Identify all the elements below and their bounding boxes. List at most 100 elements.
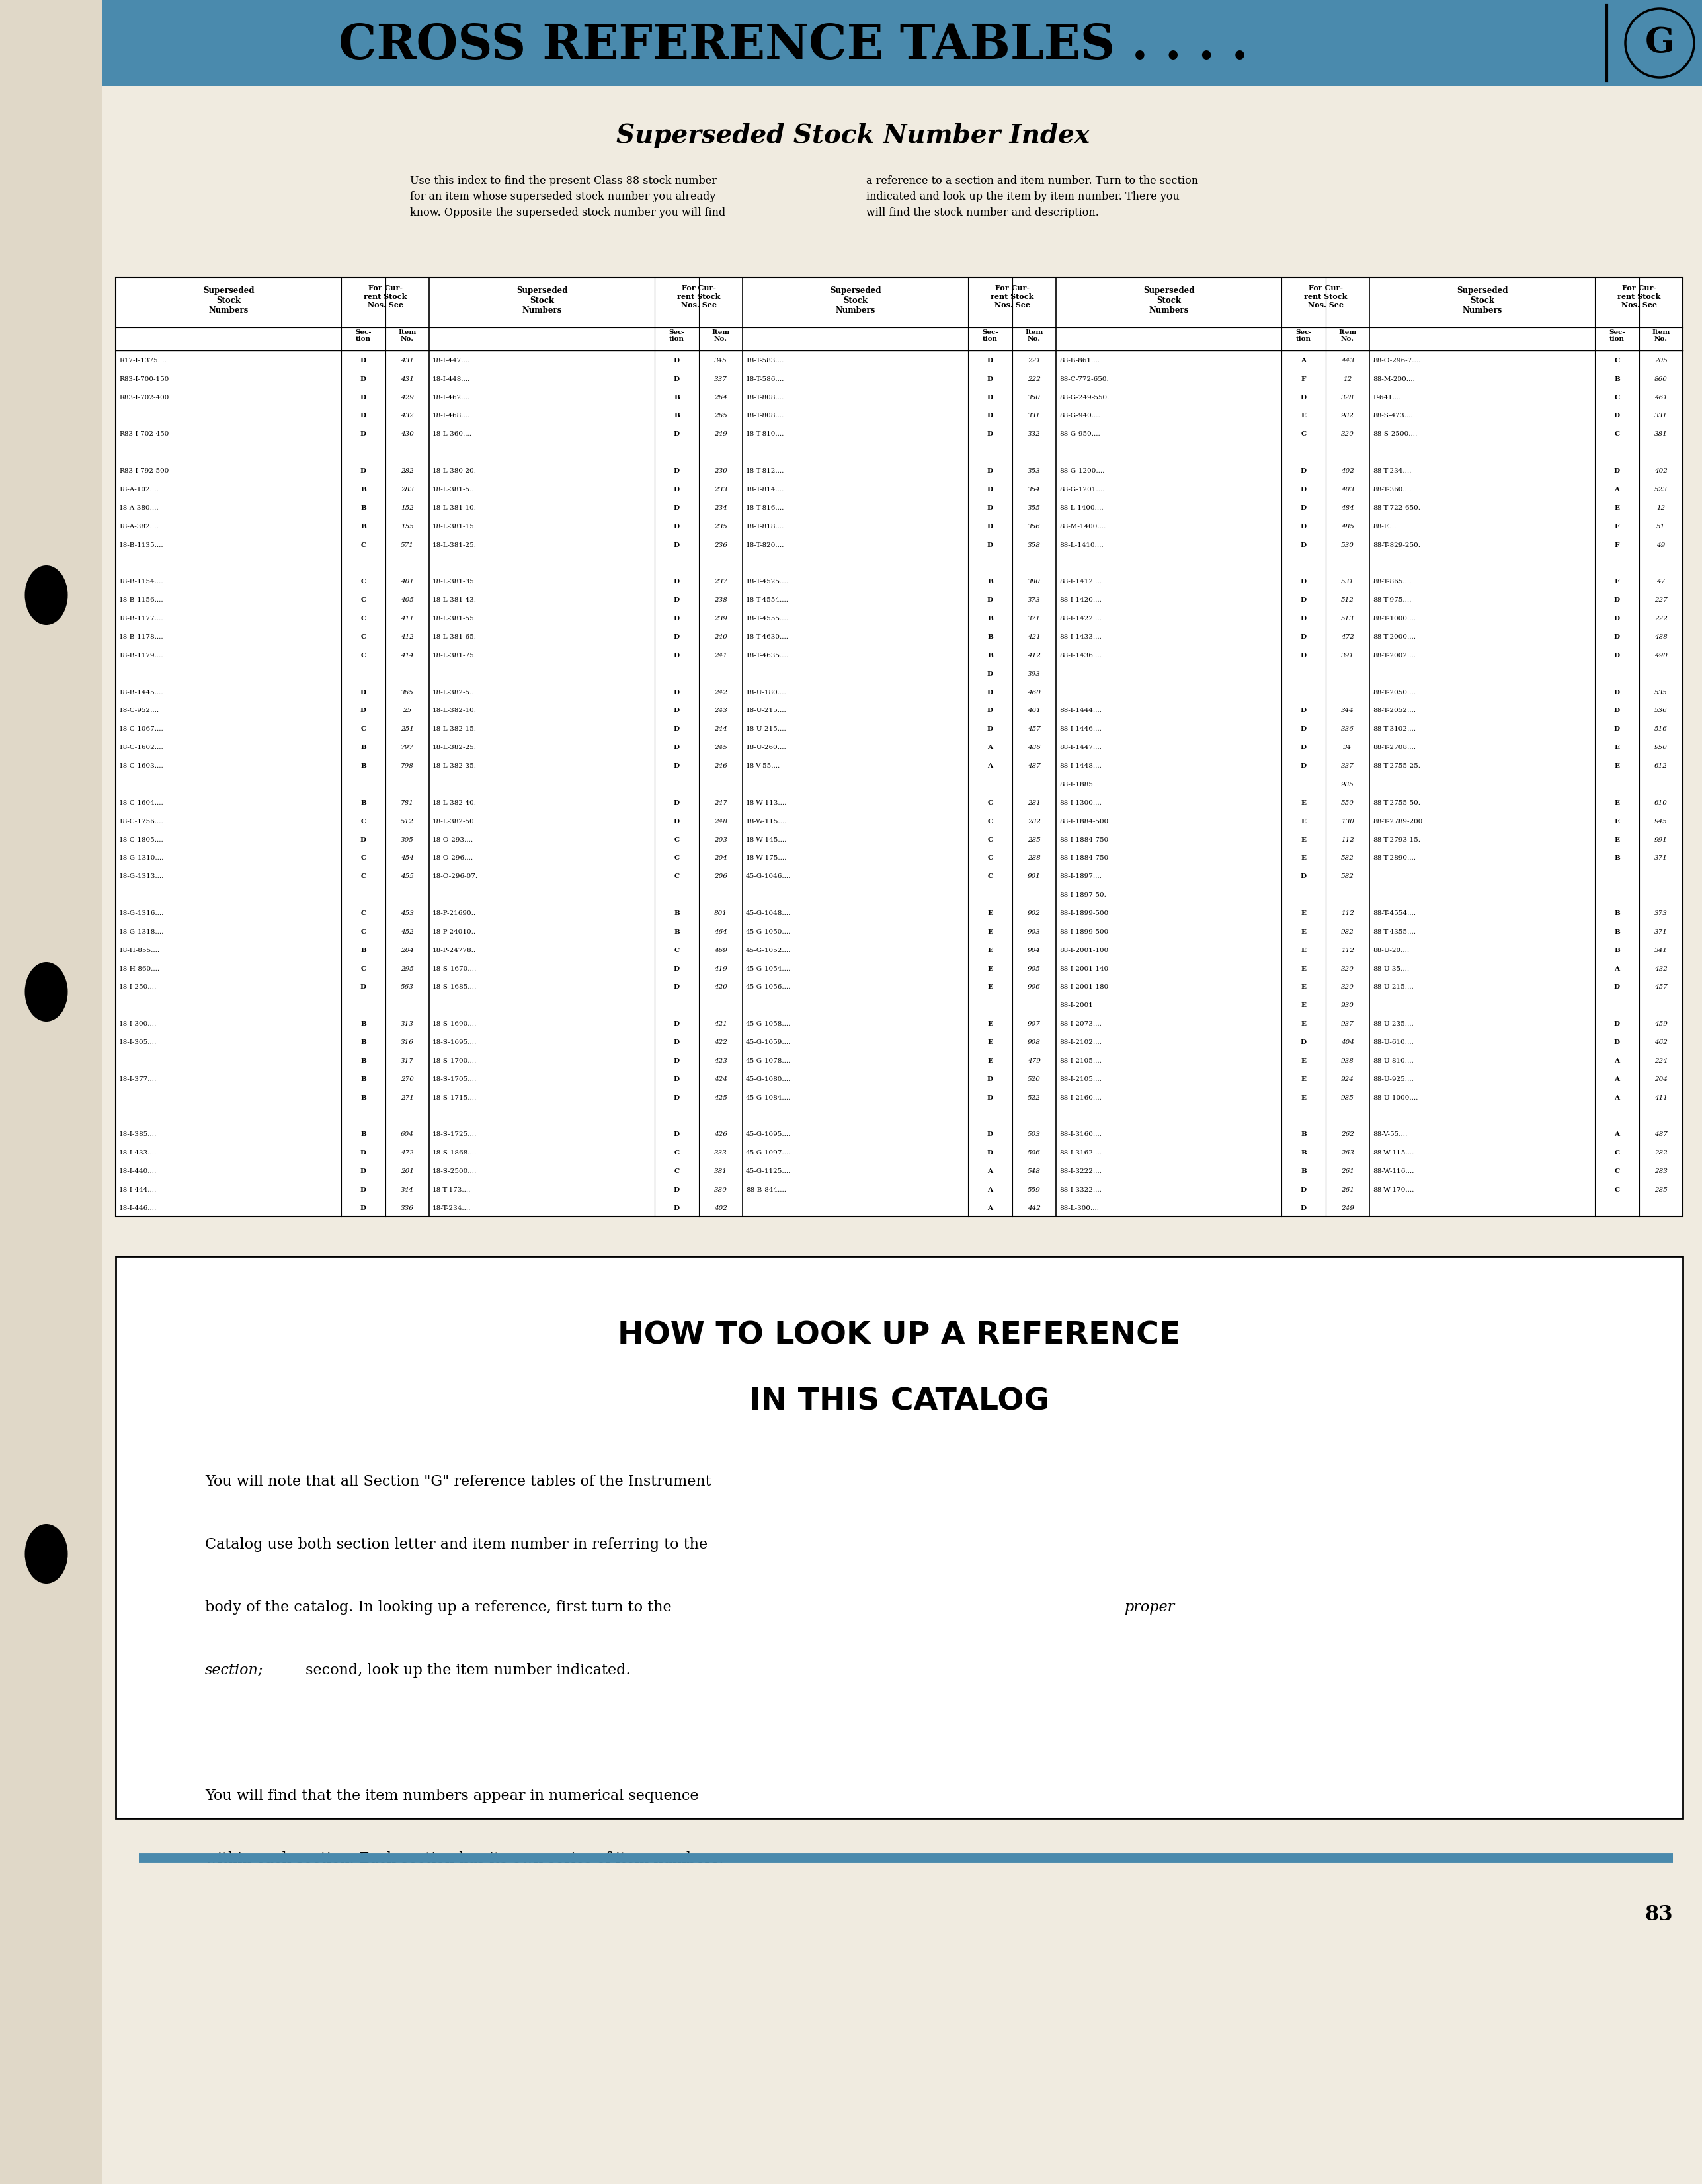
Text: 18-L-382-35.: 18-L-382-35. [432,762,477,769]
Text: B: B [674,395,679,400]
Text: E: E [987,985,992,989]
Text: B: B [1613,948,1620,952]
Text: D: D [1300,579,1307,585]
Text: 991: 991 [1654,836,1668,843]
Text: 88-U-1000....: 88-U-1000.... [1374,1094,1418,1101]
Text: 18-T-810....: 18-T-810.... [745,430,785,437]
Text: 411: 411 [400,616,414,622]
Text: C: C [361,928,366,935]
Text: 88-L-300....: 88-L-300.... [1059,1206,1099,1212]
Ellipse shape [26,1524,68,1583]
Text: 88-T-2755-25.: 88-T-2755-25. [1374,762,1419,769]
Text: Sec-
tion: Sec- tion [669,330,684,343]
Text: 371: 371 [1654,928,1668,935]
Text: 355: 355 [1028,505,1040,511]
Text: 487: 487 [1654,1131,1668,1138]
Text: 18-O-293....: 18-O-293.... [432,836,473,843]
Text: Sec-
tion: Sec- tion [1295,330,1312,343]
Text: 270: 270 [400,1077,414,1083]
Text: Item
No.: Item No. [1653,330,1670,343]
Text: 781: 781 [400,799,414,806]
Text: 88-F....: 88-F.... [1374,524,1396,529]
Text: B: B [1613,928,1620,935]
Text: 88-U-610....: 88-U-610.... [1374,1040,1414,1046]
Text: 516: 516 [1654,727,1668,732]
Text: 235: 235 [715,524,727,529]
Text: B: B [1613,856,1620,860]
Text: E: E [1300,1022,1305,1026]
Text: 982: 982 [1341,928,1355,935]
Text: Superseded
Stock
Numbers: Superseded Stock Numbers [1457,286,1508,314]
Text: 354: 354 [1028,487,1040,494]
Text: D: D [987,1151,994,1155]
Text: 18-U-180....: 18-U-180.... [745,690,786,695]
Text: 903: 903 [1028,928,1040,935]
Text: 559: 559 [1028,1186,1040,1192]
Text: E: E [1300,985,1305,989]
Text: 18-L-381-65.: 18-L-381-65. [432,633,477,640]
Text: D: D [674,799,679,806]
Text: 242: 242 [715,690,727,695]
Text: 88-T-234....: 88-T-234.... [1374,467,1411,474]
Text: 282: 282 [1654,1151,1668,1155]
Text: E: E [1300,928,1305,935]
Text: 88-U-235....: 88-U-235.... [1374,1022,1414,1026]
Text: 414: 414 [400,653,414,657]
Text: D: D [1300,708,1307,714]
Text: 18-W-113....: 18-W-113.... [745,799,786,806]
Text: 18-T-818....: 18-T-818.... [745,524,785,529]
Text: E: E [1300,1077,1305,1083]
Text: C: C [1613,1151,1620,1155]
Text: 130: 130 [1341,819,1355,823]
Text: 88-C-772-650.: 88-C-772-650. [1059,376,1108,382]
Text: C: C [361,819,366,823]
Text: 112: 112 [1341,911,1355,917]
Text: D: D [674,708,679,714]
Text: 249: 249 [715,430,727,437]
Text: D: D [1300,542,1307,548]
Text: 18-I-462....: 18-I-462.... [432,395,470,400]
Text: D: D [987,596,994,603]
Text: 88-T-2050....: 88-T-2050.... [1374,690,1416,695]
Text: 18-G-1310....: 18-G-1310.... [119,856,163,860]
Text: 344: 344 [1341,708,1355,714]
Text: 263: 263 [1341,1151,1355,1155]
Text: D: D [674,467,679,474]
Text: 18-L-382-40.: 18-L-382-40. [432,799,477,806]
Text: 18-W-175....: 18-W-175.... [745,856,786,860]
Text: 18-T-4554....: 18-T-4554.... [745,596,788,603]
Text: 908: 908 [1028,1040,1040,1046]
Text: 512: 512 [1341,596,1355,603]
Text: C: C [361,965,366,972]
Text: 88-T-2052....: 88-T-2052.... [1374,708,1416,714]
Text: D: D [674,727,679,732]
Text: 905: 905 [1028,965,1040,972]
Text: C: C [1613,1186,1620,1192]
Text: 88-T-829-250.: 88-T-829-250. [1374,542,1419,548]
Text: 350: 350 [1028,395,1040,400]
Text: 45-G-1095....: 45-G-1095.... [745,1131,791,1138]
Text: 18-G-1313....: 18-G-1313.... [119,874,163,880]
Text: 420: 420 [715,985,727,989]
Text: 204: 204 [715,856,727,860]
Text: 88-I-1412....: 88-I-1412.... [1059,579,1101,585]
Text: 18-L-380-20.: 18-L-380-20. [432,467,477,474]
Text: 18-B-1445....: 18-B-1445.... [119,690,163,695]
Text: 205: 205 [1654,358,1668,363]
Text: Superseded
Stock
Numbers: Superseded Stock Numbers [831,286,882,314]
Text: 333: 333 [715,1151,727,1155]
Text: 550: 550 [1341,799,1355,806]
Text: 88-U-20....: 88-U-20.... [1374,948,1409,952]
Text: 45-G-1048....: 45-G-1048.... [745,911,791,917]
Text: D: D [361,1151,366,1155]
Text: For Cur-
rent Stock
Nos. See: For Cur- rent Stock Nos. See [677,284,720,308]
Text: B: B [674,928,679,935]
Text: D: D [1613,596,1620,603]
Text: 261: 261 [1341,1186,1355,1192]
Text: 424: 424 [715,1077,727,1083]
Ellipse shape [26,566,68,625]
Text: E: E [1300,799,1305,806]
Text: 18-U-215....: 18-U-215.... [745,708,786,714]
Text: 155: 155 [400,524,414,529]
Text: Item
No.: Item No. [1338,330,1356,343]
